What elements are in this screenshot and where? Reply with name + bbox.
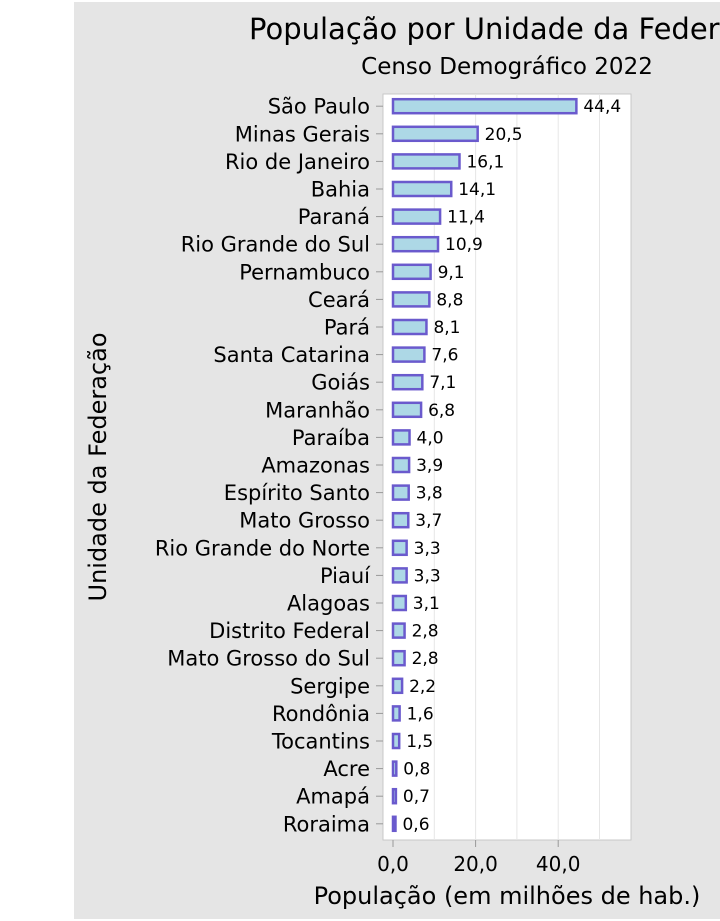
bar — [391, 594, 408, 612]
bar — [391, 291, 431, 308]
value-label: 0,6 — [402, 815, 429, 835]
bar — [391, 484, 410, 501]
category-label: Bahia — [311, 178, 370, 202]
category-label: Maranhão — [265, 398, 370, 422]
category-label: Sergipe — [290, 674, 370, 698]
value-label: 2,8 — [412, 649, 439, 669]
bar — [391, 511, 410, 529]
value-label: 2,8 — [412, 622, 439, 642]
category-label: Ceará — [308, 288, 370, 312]
bar — [391, 429, 411, 446]
category-label: Roraima — [283, 812, 370, 836]
category-label: Amapá — [296, 785, 370, 809]
value-label: 4,0 — [417, 428, 444, 448]
value-label: 11,4 — [447, 208, 485, 228]
bar — [391, 153, 461, 170]
category-label: Pernambuco — [239, 260, 370, 284]
chart-subtitle: Censo Demográfico 2022 — [361, 54, 653, 80]
value-label: 1,5 — [406, 732, 433, 752]
value-label: 7,6 — [431, 346, 458, 366]
value-label: 3,1 — [413, 594, 440, 614]
category-label: Tocantins — [271, 730, 370, 754]
x-tick-label: 0,0 — [377, 852, 409, 876]
category-label: Paraná — [298, 205, 370, 229]
bar — [391, 677, 404, 695]
category-label: Mato Grosso — [239, 509, 370, 533]
category-label: Goiás — [311, 371, 370, 395]
category-label: Rio de Janeiro — [225, 150, 370, 174]
category-label: Rio Grande do Sul — [181, 233, 370, 257]
value-label: 8,8 — [436, 290, 463, 310]
value-label: 3,3 — [414, 566, 441, 586]
bar — [391, 456, 411, 474]
category-label: Amazonas — [261, 454, 370, 478]
value-label: 2,2 — [409, 677, 436, 697]
value-label: 8,1 — [433, 318, 460, 338]
value-label: 3,3 — [414, 539, 441, 559]
bar — [391, 263, 432, 281]
value-label: 10,9 — [445, 235, 483, 255]
grid-lines — [433, 94, 600, 840]
y-axis-title: Unidade da Federação — [84, 332, 112, 601]
bar — [391, 373, 424, 391]
category-label: Minas Gerais — [235, 122, 370, 146]
value-label: 9,1 — [438, 263, 465, 283]
x-tick-label: 20,0 — [453, 852, 498, 876]
category-labels: São Paulo Minas Gerais Rio de Janeiro Bahia… — [155, 95, 383, 836]
value-label: 20,5 — [485, 125, 523, 145]
bar — [391, 235, 440, 253]
category-label: Mato Grosso do Sul — [167, 647, 370, 671]
category-label: Santa Catarina — [213, 343, 370, 367]
chart-title: População por Unidade da Federação — [249, 12, 720, 46]
bar — [391, 401, 423, 419]
value-label: 3,9 — [416, 456, 443, 476]
category-label: Alagoas — [287, 592, 370, 616]
value-label: 0,8 — [403, 760, 430, 780]
category-label: Pará — [324, 316, 370, 340]
category-label: São Paulo — [268, 95, 370, 119]
value-label: 3,8 — [416, 484, 443, 504]
value-label: 14,1 — [458, 180, 496, 200]
bar — [391, 208, 442, 225]
value-label: 3,7 — [415, 511, 442, 531]
bar — [391, 622, 406, 639]
bar — [391, 705, 401, 722]
x-axis-ticks: 0,0 20,0 40,0 — [377, 840, 580, 876]
category-label: Piauí — [320, 564, 371, 588]
bar — [391, 318, 428, 336]
bar — [391, 760, 398, 777]
bar — [391, 732, 401, 750]
category-label: Paraíba — [292, 426, 370, 450]
category-label: Distrito Federal — [209, 619, 370, 643]
value-label: 16,1 — [466, 152, 504, 172]
bar — [391, 97, 578, 115]
category-label: Rio Grande do Norte — [155, 536, 370, 560]
bar — [391, 180, 453, 198]
category-label: Espírito Santo — [224, 481, 370, 505]
x-tick-label: 40,0 — [536, 852, 581, 876]
bar — [391, 815, 397, 833]
category-label: Acre — [323, 757, 370, 781]
bar — [391, 787, 398, 805]
category-label: Rondônia — [272, 702, 370, 726]
bar — [391, 346, 426, 363]
x-axis-title: População (em milhões de hab.) — [314, 882, 701, 910]
bar — [391, 539, 408, 557]
bars — [391, 97, 578, 833]
bar — [391, 649, 406, 667]
bar — [391, 125, 479, 143]
value-label: 6,8 — [428, 401, 455, 421]
value-label: 7,1 — [429, 373, 456, 393]
bar — [391, 567, 408, 584]
value-label: 44,4 — [583, 97, 621, 117]
value-label: 0,7 — [403, 787, 430, 807]
value-label: 1,6 — [407, 704, 434, 724]
value-labels: 44,4 20,5 16,1 14,1 11,4 10,9 9,1 8,8 8,1 7,6 7,1 6… — [402, 97, 621, 835]
